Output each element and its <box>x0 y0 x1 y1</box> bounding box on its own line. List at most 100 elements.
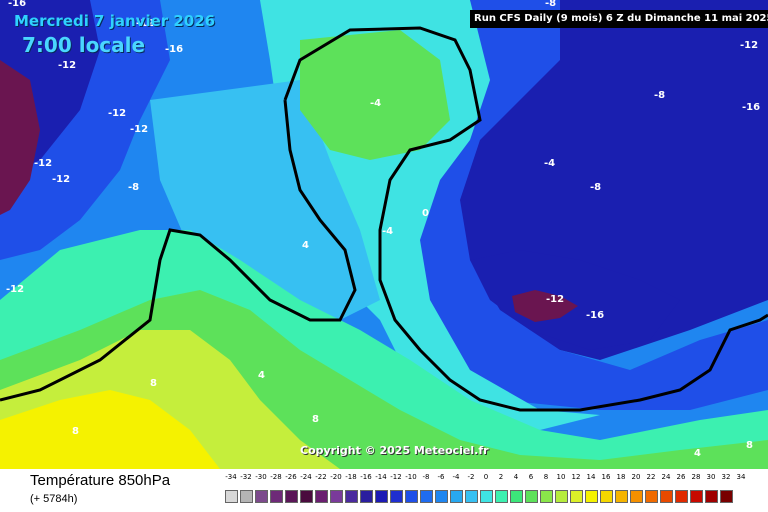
isotherm-label: -16 <box>165 44 183 55</box>
legend-tick-label: -26 <box>285 473 297 481</box>
isotherm-label: -12 <box>58 60 76 71</box>
isotherm-label: -12 <box>546 294 564 305</box>
legend-color-cell <box>570 490 583 503</box>
region-dark-core-central <box>470 250 680 350</box>
legend-tick-label: 32 <box>721 473 731 481</box>
legend-tick-label: 0 <box>483 473 489 481</box>
legend-tick-label: 6 <box>528 473 534 481</box>
legend-tick-label: 20 <box>631 473 641 481</box>
run-info-banner: Run CFS Daily (9 mois) 6 Z du Dimanche 1… <box>470 10 768 28</box>
region-yellow-sw <box>0 390 220 469</box>
legend-tick-label: 30 <box>706 473 716 481</box>
legend-tick-label: 14 <box>586 473 596 481</box>
isotherm-label: -12 <box>52 174 70 185</box>
legend-color-cell <box>255 490 268 503</box>
legend-tick-label: 2 <box>498 473 504 481</box>
legend-color-cell <box>525 490 538 503</box>
legend-color-cell <box>375 490 388 503</box>
legend-tick-label: 18 <box>616 473 626 481</box>
isotherm-label: 0 <box>422 208 429 219</box>
legend-color-cell <box>465 490 478 503</box>
isotherm-label: -8 <box>128 182 139 193</box>
legend-color-cell <box>300 490 313 503</box>
forecast-local-time: 7:00 locale <box>22 33 146 57</box>
legend-tick-label: 12 <box>571 473 581 481</box>
region-blue-east <box>410 0 768 410</box>
legend-tick-label: -24 <box>300 473 312 481</box>
legend-tick-label: -34 <box>225 473 237 481</box>
legend-color-cell <box>405 490 418 503</box>
legend-color-cell <box>540 490 553 503</box>
legend-tick-label: -28 <box>270 473 282 481</box>
legend-tick-label: 4 <box>513 473 519 481</box>
legend-tick-label: -6 <box>437 473 445 481</box>
isotherm-label: -16 <box>742 102 760 113</box>
legend-color-cell <box>435 490 448 503</box>
legend-color-cell <box>345 490 358 503</box>
legend-tick-label: -18 <box>345 473 357 481</box>
isotherm-label: -4 <box>544 158 555 169</box>
legend-tick-label: 10 <box>556 473 566 481</box>
legend-color-cell <box>270 490 283 503</box>
isotherm-label: -4 <box>370 98 381 109</box>
legend-color-cell <box>390 490 403 503</box>
region-violet-greenland <box>0 60 40 215</box>
legend-tick-label: -16 <box>360 473 372 481</box>
legend-color-cell <box>645 490 658 503</box>
legend-color-cell <box>240 490 253 503</box>
legend-tick-label: 8 <box>543 473 549 481</box>
temperature-map: -16-12-12-12-12-16-12-12-8-44-40-4-8-8-1… <box>0 0 768 469</box>
legend-tick-label: -4 <box>452 473 460 481</box>
legend-tick-label: -14 <box>375 473 387 481</box>
legend-tick-label: -22 <box>315 473 327 481</box>
legend-tick-label: 22 <box>646 473 656 481</box>
legend-color-cell <box>495 490 508 503</box>
isotherm-label: 8 <box>150 378 157 389</box>
isotherm-label: -16 <box>586 310 604 321</box>
region-light-blue-atlantic <box>150 80 380 330</box>
legend-color-cell <box>600 490 613 503</box>
chart-title: Température 850hPa <box>30 472 171 489</box>
isotherm-label: -8 <box>545 0 556 9</box>
legend-tick-label: -32 <box>240 473 252 481</box>
legend-color-cell <box>285 490 298 503</box>
isotherm-label: 4 <box>694 448 701 459</box>
legend-tick-label: -12 <box>390 473 402 481</box>
legend-color-cell <box>450 490 463 503</box>
legend-color-cell <box>675 490 688 503</box>
legend-tick-label: 34 <box>736 473 746 481</box>
isotherm-label: 4 <box>258 370 265 381</box>
legend-tick-label: -8 <box>422 473 430 481</box>
legend-color-cell <box>225 490 238 503</box>
copyright-text: Copyright © 2025 Meteociel.fr <box>300 444 489 457</box>
region-green-north <box>300 30 450 160</box>
isotherm-label: 8 <box>72 426 79 437</box>
legend-color-cell <box>615 490 628 503</box>
legend-color-cell <box>480 490 493 503</box>
isotherm-label: -12 <box>108 108 126 119</box>
isotherm-label: -4 <box>382 226 393 237</box>
legend-color-cell <box>420 490 433 503</box>
legend-color-cell <box>585 490 598 503</box>
isotherm-label: -8 <box>654 90 665 101</box>
legend-tick-label: 26 <box>676 473 686 481</box>
isotherm-label: 8 <box>746 440 753 451</box>
legend-color-cell <box>720 490 733 503</box>
legend-color-cell <box>660 490 673 503</box>
legend-tick-label: -20 <box>330 473 342 481</box>
footer: Température 850hPa (+ 5784h) -34 -32 -30 -2… <box>0 469 768 512</box>
legend-color-cell <box>705 490 718 503</box>
legend-tick-label: -2 <box>467 473 475 481</box>
isotherm-label: -8 <box>590 182 601 193</box>
region-violet-core <box>512 290 578 322</box>
legend-tick-label: 24 <box>661 473 671 481</box>
forecast-date: Mercredi 7 janvier 2026 <box>14 12 216 30</box>
isotherm-label: -12 <box>34 158 52 169</box>
legend-tick-label: 16 <box>601 473 611 481</box>
isotherm-label: -12 <box>740 40 758 51</box>
isotherm-label: 8 <box>312 414 319 425</box>
legend-color-cell <box>630 490 643 503</box>
temperature-legend: -34 -32 -30 -28 -26 -24 -22 -20 -18 -16 -14 -12 -10-… <box>224 473 752 507</box>
legend-tick-label: -10 <box>405 473 417 481</box>
legend-color-cell <box>690 490 703 503</box>
